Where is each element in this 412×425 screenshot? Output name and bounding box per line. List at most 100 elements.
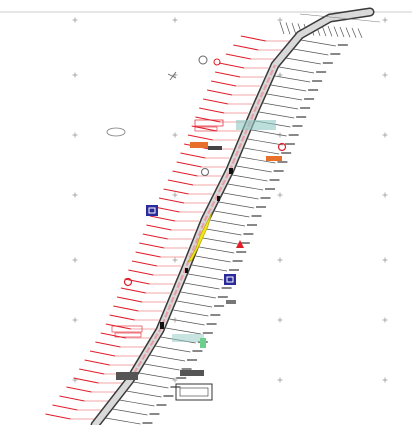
leader-line	[333, 26, 339, 37]
red-annotation	[154, 206, 180, 213]
survey-point-icon	[201, 168, 209, 176]
leader-label	[221, 287, 232, 289]
red-block	[194, 126, 218, 132]
leader-line	[285, 57, 321, 65]
leader-line	[173, 309, 209, 317]
leader-line	[300, 39, 336, 47]
leader-label	[187, 359, 197, 361]
red-annotation	[120, 287, 146, 294]
red-annotation	[128, 269, 154, 276]
leader-label	[170, 386, 181, 388]
leader-line	[206, 228, 242, 236]
leader-label	[232, 260, 243, 262]
left-red-annotations	[45, 35, 290, 420]
red-block	[114, 332, 142, 338]
red-annotation	[116, 296, 143, 303]
leader-line	[169, 318, 205, 326]
red-block	[194, 119, 224, 127]
red-annotation	[172, 170, 198, 177]
red-annotation	[84, 359, 110, 366]
leader-label	[260, 197, 271, 199]
outline-block	[175, 383, 213, 401]
leader-label	[236, 251, 247, 253]
red-annotation	[124, 278, 150, 285]
red-block	[111, 325, 143, 333]
structure-marker	[229, 168, 233, 174]
leader-label	[337, 44, 348, 46]
leader-label	[322, 62, 333, 64]
leader-line	[285, 22, 291, 35]
leader-label	[296, 116, 307, 118]
red-annotation	[142, 233, 168, 240]
gray-block	[226, 300, 236, 304]
leader-line	[244, 147, 280, 155]
red-annotation	[240, 35, 266, 42]
leader-line	[327, 25, 333, 37]
leader-line	[105, 417, 141, 425]
structure-marker	[160, 322, 164, 329]
leader-label	[247, 224, 257, 226]
leader-line	[251, 129, 287, 137]
leader-line	[293, 48, 329, 56]
red-annotation	[135, 251, 161, 258]
leader-line	[247, 138, 283, 146]
structure-marker	[185, 268, 188, 273]
red-annotation	[195, 116, 221, 123]
leader-line	[202, 237, 238, 245]
red-annotation	[158, 197, 185, 204]
leader-line	[155, 345, 191, 353]
blue-square-sign-icon	[146, 205, 158, 216]
leader-line	[119, 399, 155, 407]
red-annotation	[180, 152, 206, 159]
red-annotation	[225, 53, 251, 60]
leader-line	[214, 210, 250, 218]
leader-line	[279, 21, 285, 35]
leader-label	[330, 53, 341, 55]
leader-line	[351, 27, 357, 38]
gray-block	[116, 372, 138, 380]
red-circle-sign-icon	[123, 277, 133, 287]
leader-label	[256, 206, 266, 208]
red-annotation	[207, 89, 233, 96]
leader-line	[191, 264, 228, 272]
leader-label	[229, 269, 239, 271]
leader-label	[210, 314, 221, 316]
leader-line	[218, 201, 255, 209]
leader-label	[281, 152, 292, 154]
leader-label	[176, 377, 187, 379]
blue-square-sign-icon	[224, 274, 236, 285]
leader-line	[165, 327, 201, 335]
leader-line	[177, 300, 213, 308]
red-annotation	[139, 242, 165, 249]
teal-block	[172, 334, 204, 342]
red-annotation	[167, 179, 194, 186]
leader-label	[277, 161, 288, 163]
leader-line	[184, 282, 220, 290]
leader-label	[251, 215, 262, 217]
leader-line	[195, 255, 231, 263]
leader-label	[217, 296, 228, 298]
gray-block	[208, 146, 222, 150]
leader-line	[279, 66, 315, 74]
coordinate-grid	[72, 17, 388, 383]
leader-line	[139, 372, 175, 380]
red-annotation	[89, 350, 116, 357]
red-annotation	[211, 80, 237, 87]
survey-point-icon	[106, 127, 126, 137]
teal-block	[200, 338, 206, 348]
leader-label	[156, 404, 167, 406]
leader-label	[265, 188, 275, 190]
teal-block	[236, 120, 276, 130]
red-circle-sign-icon	[277, 142, 287, 152]
red-annotation	[79, 368, 105, 375]
leader-line	[199, 246, 235, 254]
annotation-blocks	[111, 119, 282, 401]
leader-line	[240, 156, 276, 164]
red-annotation	[199, 107, 225, 114]
leader-line	[133, 381, 169, 389]
leader-line	[144, 363, 180, 371]
leader-label	[243, 233, 254, 235]
leader-label	[273, 170, 284, 172]
leader-line	[188, 273, 224, 281]
road-centerline	[129, 64, 277, 381]
